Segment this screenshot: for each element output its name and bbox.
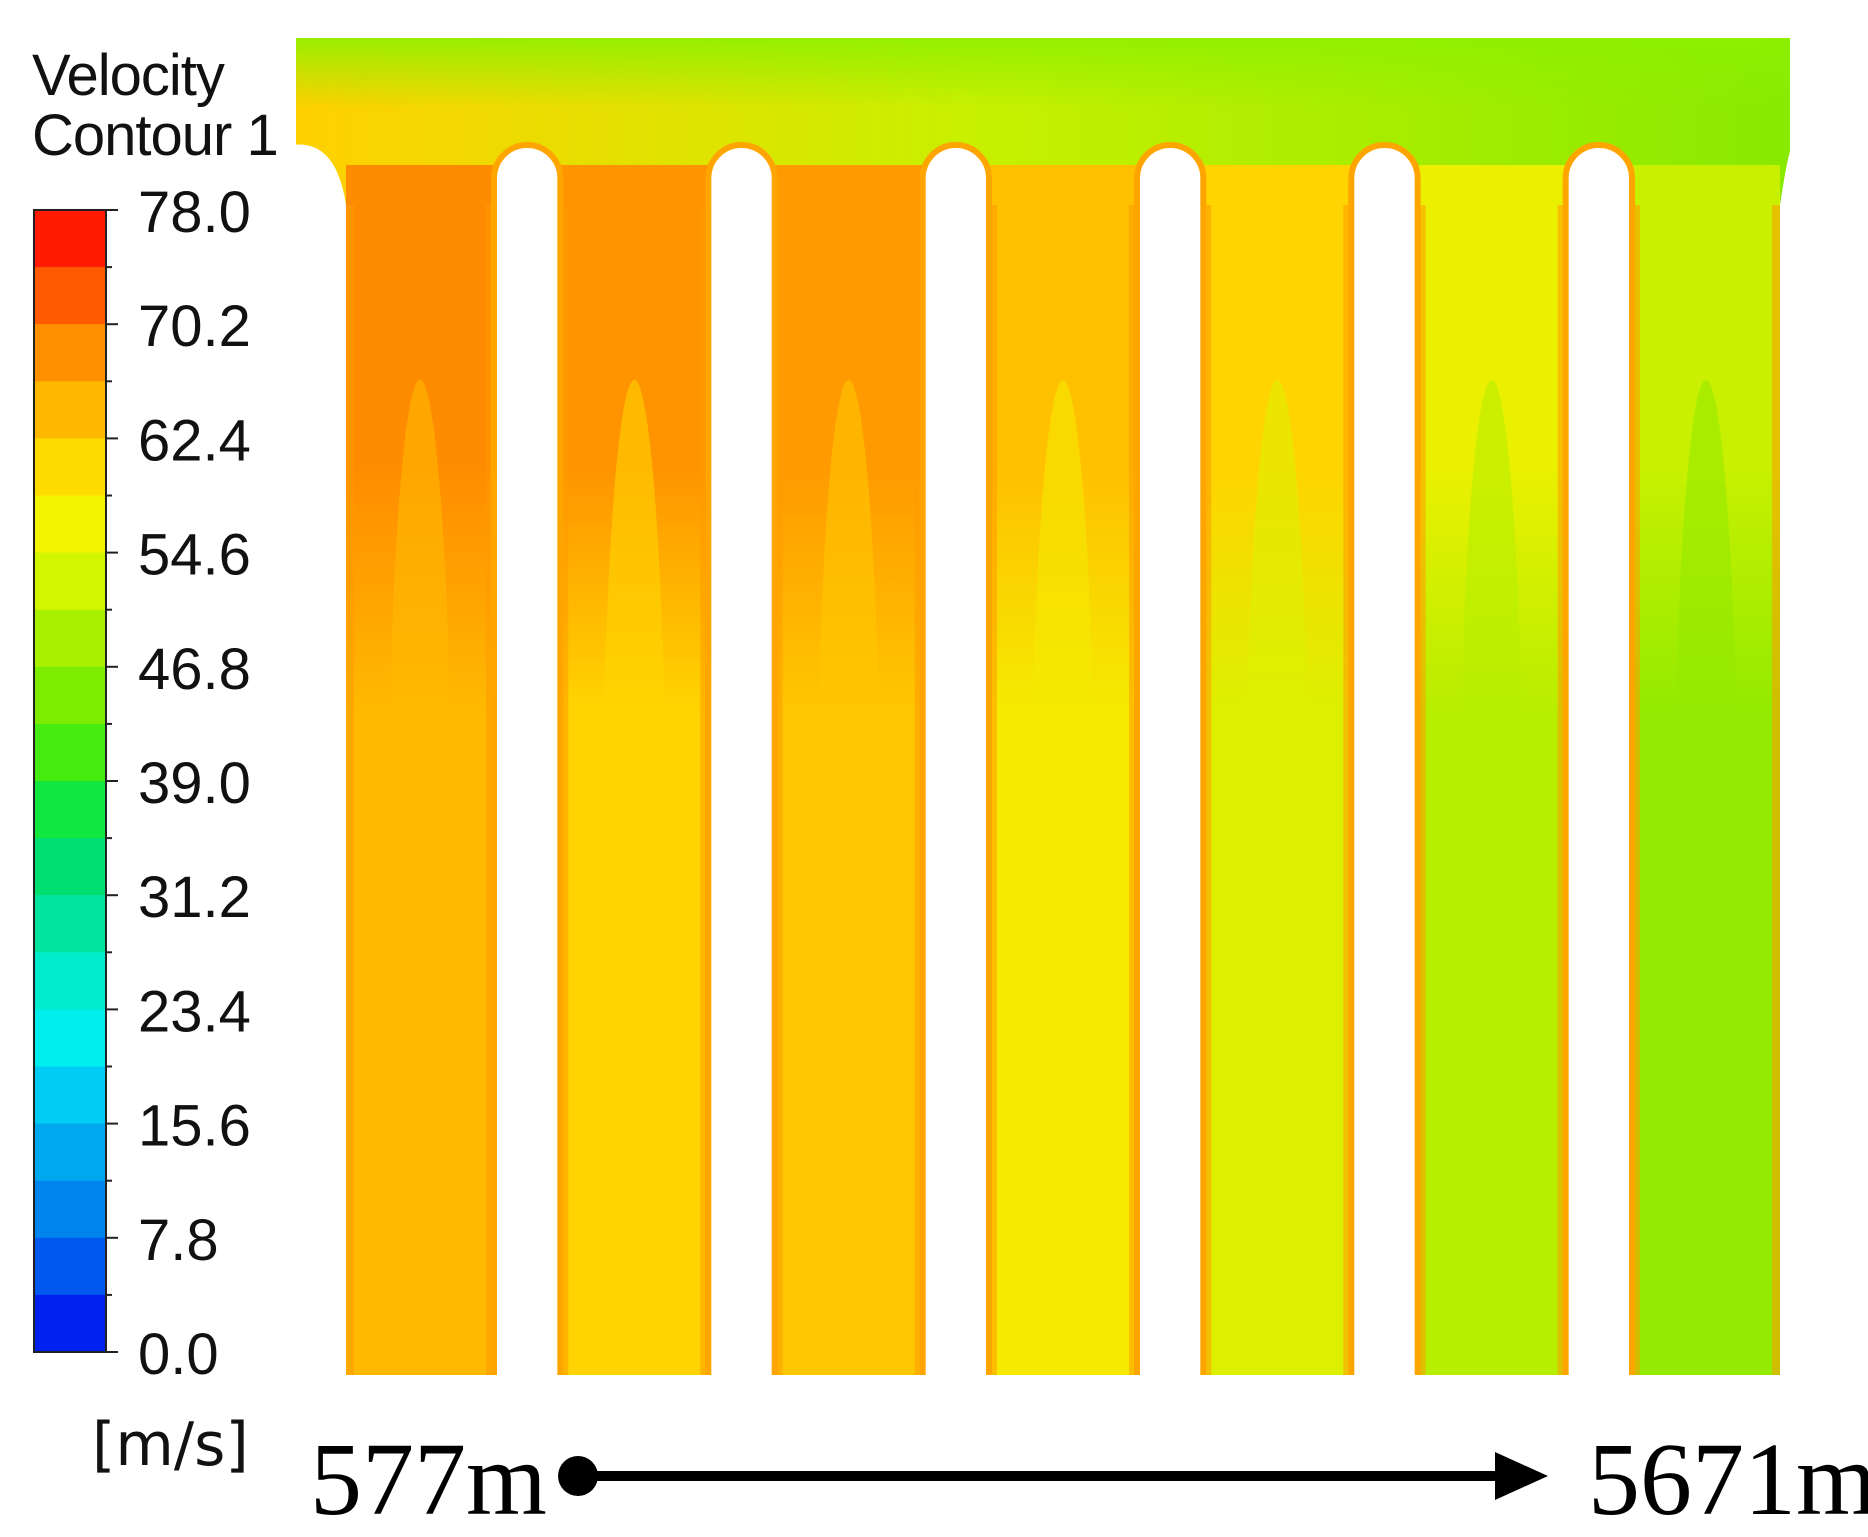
channel-core bbox=[1030, 380, 1096, 1400]
legend-title-line1: Velocity bbox=[32, 43, 225, 108]
legend-tick-label: 0.0 bbox=[138, 1322, 219, 1387]
channel-core bbox=[1459, 380, 1525, 1400]
solid-pillar bbox=[1562, 142, 1635, 1383]
legend-band bbox=[34, 495, 106, 554]
channel-wall-edge bbox=[1557, 205, 1566, 1375]
legend-band bbox=[34, 324, 106, 382]
solid-pillar bbox=[1134, 142, 1207, 1383]
legend-band bbox=[34, 723, 106, 782]
legend-tick-label: 39.0 bbox=[138, 751, 251, 816]
legend-tick-label: 62.4 bbox=[138, 408, 251, 473]
left-wall bbox=[292, 144, 346, 1380]
channel-wall-edge bbox=[914, 205, 923, 1375]
right-wall bbox=[1780, 144, 1794, 1380]
legend-band bbox=[34, 1294, 106, 1353]
channel-wall-edge bbox=[1772, 205, 1780, 1375]
solid-pillar bbox=[919, 142, 992, 1383]
channel-wall-edge bbox=[1129, 205, 1137, 1375]
legend-tick-label: 78.0 bbox=[138, 180, 251, 245]
solid-pillar bbox=[1348, 142, 1421, 1383]
channel-core bbox=[1244, 380, 1310, 1400]
channel-wall-edge bbox=[700, 205, 709, 1375]
legend-band bbox=[34, 1180, 106, 1239]
channel-wall-edge bbox=[1417, 205, 1426, 1375]
distance-start-label: 577m bbox=[310, 1422, 547, 1537]
legend-tick-label: 23.4 bbox=[138, 979, 251, 1044]
channel-wall-edge bbox=[1343, 205, 1352, 1375]
legend-title: Velocity Contour 1 bbox=[32, 43, 279, 168]
solid-pillar bbox=[705, 142, 778, 1383]
legend-band bbox=[34, 1009, 106, 1067]
solid-pillar bbox=[491, 142, 564, 1383]
legend-band bbox=[34, 781, 106, 839]
legend-band bbox=[34, 666, 106, 725]
channel-core bbox=[816, 380, 882, 1400]
channel-wall-edge bbox=[1203, 205, 1212, 1375]
legend-band bbox=[34, 1123, 106, 1182]
legend-tick-label: 7.8 bbox=[138, 1208, 219, 1273]
channel-wall-edge bbox=[560, 205, 569, 1375]
channel-wall-edge bbox=[1632, 205, 1640, 1375]
channel-core bbox=[1673, 380, 1739, 1400]
distance-end-label: 5671m bbox=[1588, 1422, 1868, 1537]
legend-band bbox=[34, 381, 106, 439]
legend-unit: [m/s] bbox=[92, 1410, 249, 1480]
legend-tick-label: 15.6 bbox=[138, 1094, 251, 1159]
legend-band bbox=[34, 952, 106, 1010]
legend-band bbox=[34, 609, 106, 668]
legend-tick-label: 54.6 bbox=[138, 523, 251, 588]
legend-band bbox=[34, 838, 106, 896]
legend-tick-label: 70.2 bbox=[138, 294, 251, 359]
color-legend-bar: 78.0 70.2 62.4 54.6 46.8 39.0 31.2 23.4 15.6 7.8 0… bbox=[33, 180, 251, 1387]
legend-tick-label: 46.8 bbox=[138, 637, 251, 702]
channel-core bbox=[387, 380, 453, 1400]
channel-wall-edge bbox=[774, 205, 783, 1375]
legend-band bbox=[34, 895, 106, 953]
legend-tick-label: 31.2 bbox=[138, 865, 251, 930]
legend-band bbox=[34, 267, 106, 325]
header-flow-top-layer bbox=[296, 38, 1790, 108]
channel-wall-edge bbox=[486, 205, 494, 1375]
legend-band bbox=[34, 210, 106, 268]
legend-title-line2: Contour 1 bbox=[32, 103, 279, 168]
plot-bottom-edge bbox=[286, 1375, 1800, 1400]
legend-band bbox=[34, 438, 106, 496]
velocity-contour-plot bbox=[286, 38, 1800, 1400]
channel-wall-edge bbox=[346, 205, 354, 1375]
arrow-head bbox=[1495, 1452, 1548, 1500]
channel-wall-edge bbox=[989, 205, 997, 1375]
channel-core bbox=[601, 380, 667, 1400]
legend-band bbox=[34, 1237, 106, 1296]
legend-band bbox=[34, 552, 106, 611]
legend-band bbox=[34, 1066, 106, 1125]
